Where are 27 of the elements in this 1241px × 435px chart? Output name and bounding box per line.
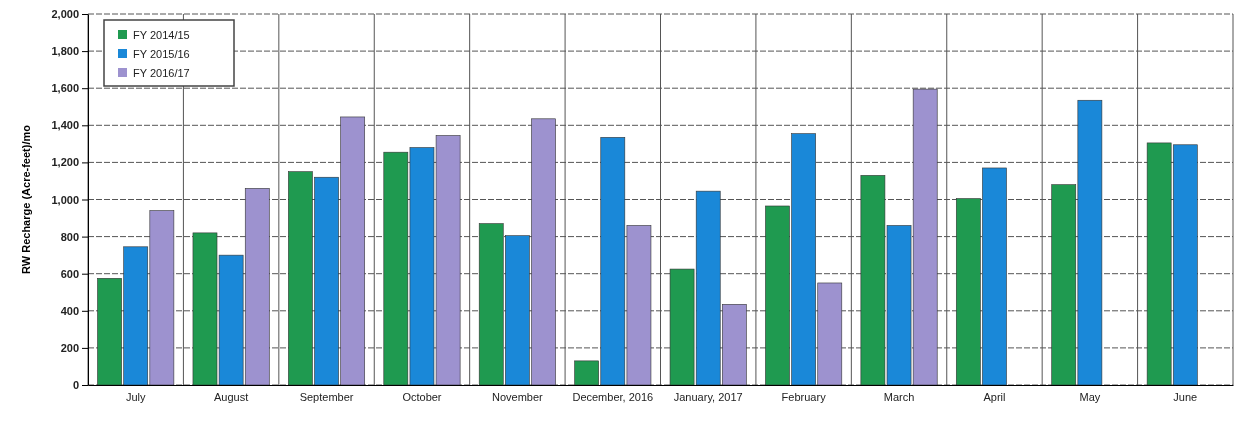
x-tick-label: September (299, 390, 354, 403)
y-tick-label: 600 (60, 267, 79, 280)
y-tick-label: 1,000 (51, 193, 79, 206)
y-tick-label: 1,400 (51, 119, 79, 132)
y-tick-label: 2,000 (51, 8, 79, 21)
x-tick-label: April (983, 390, 1006, 403)
x-tick-label: August (214, 390, 249, 403)
x-tick-label: February (781, 390, 827, 403)
legend-label: FY 2014/15 (133, 29, 190, 41)
x-tick-label: March (883, 390, 915, 403)
x-tick-label: June (1173, 390, 1198, 403)
y-tick-label: 800 (60, 230, 79, 243)
x-tick-label: November (492, 390, 544, 403)
x-tick-label: January, 2017 (673, 390, 743, 403)
legend-label: FY 2015/16 (133, 48, 190, 60)
x-tick-label: October (402, 390, 442, 403)
y-tick-label: 0 (72, 379, 79, 392)
x-tick-label: July (125, 390, 146, 403)
x-tick-label: December, 2016 (572, 390, 654, 403)
y-tick-label: 1,600 (51, 82, 79, 95)
legend-label: FY 2016/17 (133, 67, 190, 79)
y-tick-label: 1,200 (51, 156, 79, 169)
x-tick-label: May (1079, 390, 1101, 403)
y-tick-label: 200 (60, 341, 79, 354)
y-tick-label: 1,800 (51, 45, 79, 58)
y-axis-title: RW Recharge (Acre-feet)/mo (20, 124, 32, 274)
y-tick-label: 400 (60, 304, 79, 317)
